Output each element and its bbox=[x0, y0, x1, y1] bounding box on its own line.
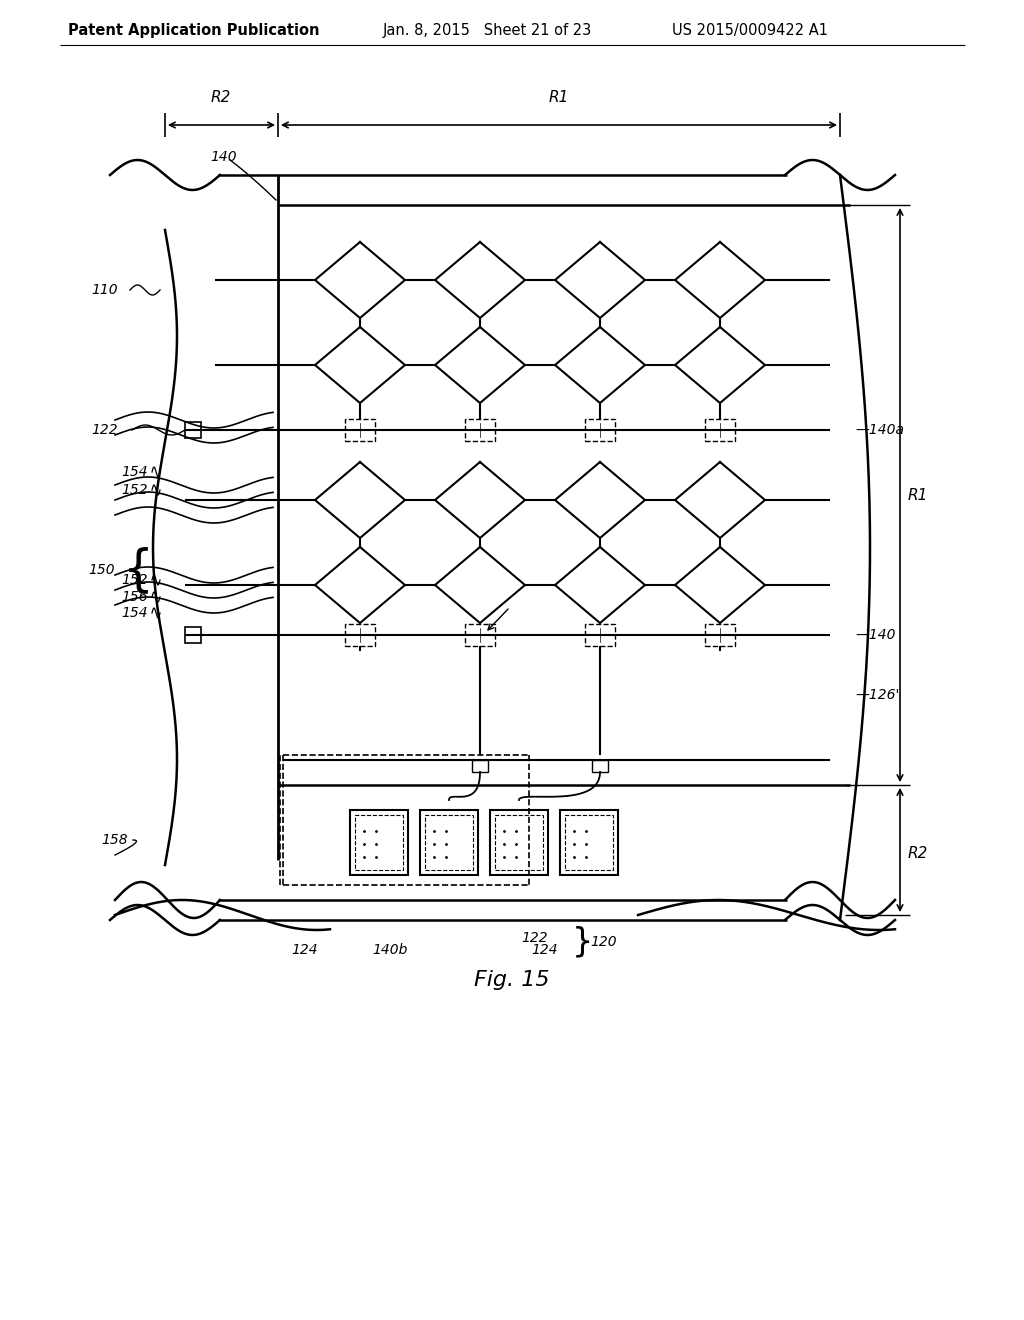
Text: R1: R1 bbox=[908, 487, 929, 503]
Text: —140a: —140a bbox=[855, 422, 904, 437]
Text: {: { bbox=[123, 546, 154, 594]
Text: 140b: 140b bbox=[373, 942, 408, 957]
Text: 152: 152 bbox=[122, 483, 148, 498]
Text: 156: 156 bbox=[122, 590, 148, 605]
Text: 122: 122 bbox=[521, 931, 548, 945]
Bar bbox=[565, 814, 613, 870]
Bar bbox=[560, 810, 618, 875]
Bar bbox=[585, 624, 615, 645]
Bar bbox=[465, 624, 495, 645]
Text: 120: 120 bbox=[590, 935, 616, 949]
Text: R2: R2 bbox=[908, 846, 929, 861]
Bar bbox=[472, 760, 488, 772]
Bar bbox=[185, 627, 201, 643]
Bar bbox=[592, 760, 608, 772]
Bar bbox=[420, 810, 478, 875]
Bar bbox=[425, 814, 473, 870]
Text: R1: R1 bbox=[549, 90, 569, 106]
Text: 124: 124 bbox=[531, 942, 558, 957]
Text: 158: 158 bbox=[101, 833, 128, 847]
Text: 124: 124 bbox=[292, 942, 318, 957]
Bar bbox=[350, 810, 408, 875]
Bar bbox=[355, 814, 403, 870]
Text: 122: 122 bbox=[91, 422, 118, 437]
Text: Jan. 8, 2015   Sheet 21 of 23: Jan. 8, 2015 Sheet 21 of 23 bbox=[383, 22, 592, 37]
Text: 154: 154 bbox=[122, 465, 148, 479]
Text: 152: 152 bbox=[122, 573, 148, 587]
Text: Fig. 15: Fig. 15 bbox=[474, 970, 550, 990]
Text: R2: R2 bbox=[211, 90, 231, 106]
Bar bbox=[490, 810, 548, 875]
Bar bbox=[495, 814, 543, 870]
Text: }: } bbox=[572, 925, 593, 958]
Bar bbox=[705, 624, 735, 645]
Text: 140: 140 bbox=[210, 150, 237, 164]
Bar bbox=[585, 418, 615, 441]
Text: 150: 150 bbox=[88, 564, 115, 577]
Text: Patent Application Publication: Patent Application Publication bbox=[68, 22, 319, 37]
Text: 110: 110 bbox=[91, 282, 118, 297]
Bar bbox=[345, 418, 375, 441]
Text: US 2015/0009422 A1: US 2015/0009422 A1 bbox=[672, 22, 828, 37]
Bar bbox=[185, 422, 201, 438]
Text: 154: 154 bbox=[122, 606, 148, 620]
Bar bbox=[465, 418, 495, 441]
Bar bbox=[705, 418, 735, 441]
Text: —140: —140 bbox=[855, 628, 896, 642]
Bar bbox=[345, 624, 375, 645]
Text: —126': —126' bbox=[855, 688, 899, 702]
